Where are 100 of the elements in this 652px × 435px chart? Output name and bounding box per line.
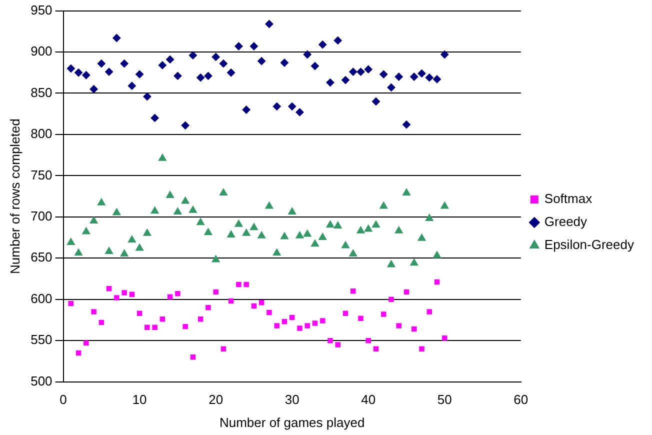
point: [167, 294, 173, 300]
point: [250, 223, 258, 230]
point: [129, 292, 135, 298]
point: [190, 354, 196, 360]
point: [381, 312, 386, 317]
point: [334, 36, 342, 44]
y-tick-label: 950: [30, 2, 52, 18]
point: [90, 216, 98, 224]
point: [335, 342, 340, 348]
y-tick-label: 550: [30, 332, 52, 348]
point: [196, 74, 205, 82]
point: [380, 202, 388, 209]
point: [412, 326, 417, 332]
point: [91, 309, 96, 314]
point: [280, 58, 288, 67]
point: [312, 320, 318, 326]
point: [143, 92, 152, 101]
point: [128, 82, 136, 90]
legend-label: Greedy: [544, 214, 588, 230]
point: [349, 250, 358, 257]
point: [122, 290, 127, 296]
point: [440, 50, 449, 58]
point: [387, 260, 396, 268]
point: [440, 202, 449, 209]
point: [296, 108, 304, 116]
point: [188, 51, 197, 60]
point: [174, 207, 182, 214]
point: [105, 247, 114, 254]
point: [288, 207, 296, 214]
point: [380, 70, 388, 78]
point: [250, 42, 258, 50]
y-tick-label: 850: [30, 84, 52, 100]
point: [251, 303, 257, 309]
point: [418, 69, 426, 78]
x-tick-label: 50: [437, 392, 452, 408]
point: [234, 220, 243, 227]
point: [105, 68, 114, 76]
point: [433, 251, 441, 258]
point: [219, 188, 228, 196]
y-tick-label: 500: [30, 373, 52, 388]
point: [356, 226, 365, 234]
point: [188, 206, 197, 213]
point: [112, 208, 121, 216]
point: [97, 198, 106, 206]
point: [98, 320, 104, 326]
point: [410, 258, 418, 266]
point: [234, 42, 243, 50]
point: [158, 61, 166, 70]
point: [272, 248, 281, 256]
point: [373, 346, 379, 352]
x-tick-label: 20: [208, 392, 224, 408]
point: [166, 55, 174, 64]
point: [433, 75, 442, 84]
point: [328, 338, 333, 344]
point: [434, 279, 440, 285]
point: [350, 288, 356, 294]
point: [204, 228, 212, 236]
point: [150, 206, 159, 214]
point: [158, 154, 166, 161]
point: [242, 228, 250, 236]
point: [128, 235, 136, 242]
y-tick-label: 750: [30, 167, 52, 182]
point: [320, 318, 326, 324]
point: [297, 326, 302, 331]
point: [334, 221, 342, 228]
point: [318, 40, 327, 49]
point: [265, 20, 274, 28]
point: [303, 230, 312, 237]
point: [112, 34, 121, 42]
x-tick-label: 0: [60, 392, 67, 408]
y-tick-label: 900: [30, 44, 52, 59]
point: [143, 228, 152, 236]
point: [84, 340, 89, 346]
point: [76, 350, 82, 356]
point: [68, 300, 74, 306]
point: [258, 231, 266, 238]
point: [136, 70, 144, 78]
point: [152, 324, 158, 330]
point: [274, 323, 280, 328]
point: [120, 250, 128, 257]
point: [358, 316, 364, 321]
point: [227, 68, 236, 77]
point: [356, 68, 365, 76]
point: [442, 335, 448, 341]
point: [213, 289, 218, 295]
point: [166, 190, 174, 198]
point: [66, 64, 75, 73]
point: [136, 244, 144, 251]
point: [220, 346, 226, 352]
point: [227, 230, 236, 238]
x-tick-label: 10: [132, 392, 147, 408]
point: [212, 255, 220, 262]
point: [366, 338, 371, 344]
point: [426, 309, 432, 314]
point: [242, 106, 250, 114]
point: [372, 220, 380, 228]
point: [150, 114, 159, 122]
point: [266, 310, 272, 316]
point: [372, 97, 380, 106]
legend-label: Softmax: [544, 191, 593, 206]
